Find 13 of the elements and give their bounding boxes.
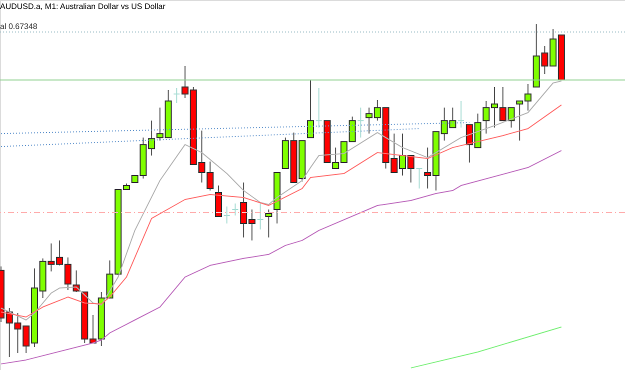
chart-title: AUDUSD.a, M1: Australian Dollar vs US Dollar: [0, 2, 166, 11]
candlestick: [232, 202, 239, 216]
candlestick: [256, 202, 264, 230]
ref-line-label: al 0.67348: [0, 22, 38, 32]
candlestick: [416, 168, 423, 190]
candlestick: [315, 87, 322, 128]
candlestick: [265, 208, 272, 238]
candlestick: [357, 107, 364, 138]
candlestick: [458, 100, 465, 128]
candlestick: [214, 185, 222, 217]
candlestick: [223, 206, 230, 224]
candlestick: [173, 87, 180, 104]
candlestick: [306, 79, 314, 138]
